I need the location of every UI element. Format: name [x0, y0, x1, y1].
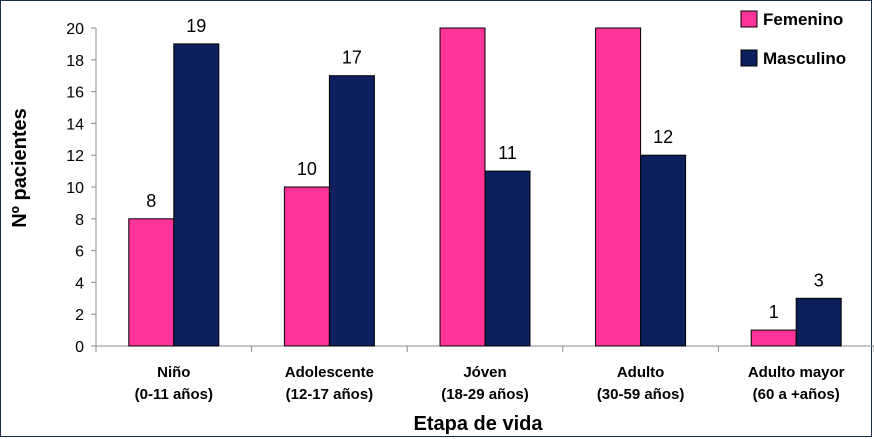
bar-masculino-3 [640, 154, 687, 347]
y-tick-label: 14 [66, 116, 84, 133]
y-tick-label: 2 [75, 307, 84, 324]
bar-femenino-1 [283, 186, 330, 347]
x-tick-label: Jóven (18-29 años) [441, 364, 529, 403]
data-label: 12 [653, 127, 673, 147]
data-label: 19 [186, 16, 206, 36]
y-tick-label: 12 [66, 148, 84, 165]
data-label: 3 [814, 270, 824, 290]
y-tick-label: 8 [75, 212, 84, 229]
legend: Femenino Masculino [740, 10, 846, 68]
y-tick-label: 10 [66, 180, 84, 197]
bar-masculino-2 [484, 170, 531, 347]
bar-femenino-2 [439, 27, 486, 347]
x-tick-label: Adulto mayor (60 a +años) [748, 364, 845, 403]
data-label: 1 [769, 302, 779, 322]
x-tick-label: Niño (0-11 años) [135, 364, 213, 403]
x-tick-label: Adulto (30-59 años) [597, 364, 685, 403]
bars [128, 27, 842, 347]
y-tick-label: 4 [75, 275, 84, 292]
data-label: 10 [297, 159, 317, 179]
legend-swatch-masculino [740, 49, 758, 67]
y-axis-title: Nº pacientes [9, 108, 31, 228]
data-label: 17 [342, 48, 362, 68]
bar-femenino-0 [128, 218, 175, 347]
data-label: 8 [146, 191, 156, 211]
bar-femenino-4 [750, 329, 797, 347]
bar-masculino-1 [328, 75, 375, 347]
bar-masculino-0 [173, 43, 220, 347]
y-tick-label: 18 [66, 53, 84, 70]
y-tick-label: 0 [75, 339, 84, 356]
bar-masculino-4 [795, 297, 842, 347]
labels: 8 19 Niño (0-11 años) 10 17 Adolescente (12-17 … [135, 16, 845, 403]
x-axis-title: Etapa de vida [414, 413, 544, 435]
legend-label-masculino: Masculino [763, 49, 846, 68]
bar-femenino-3 [595, 27, 642, 347]
data-label: 11 [498, 143, 517, 163]
y-tick-label: 20 [66, 21, 84, 38]
y-tick-label: 16 [66, 85, 84, 102]
legend-label-femenino: Femenino [763, 10, 843, 29]
legend-swatch-femenino [740, 10, 758, 28]
x-tick-label: Adolescente (12-17 años) [285, 364, 374, 403]
y-tick-label: 6 [75, 244, 84, 261]
